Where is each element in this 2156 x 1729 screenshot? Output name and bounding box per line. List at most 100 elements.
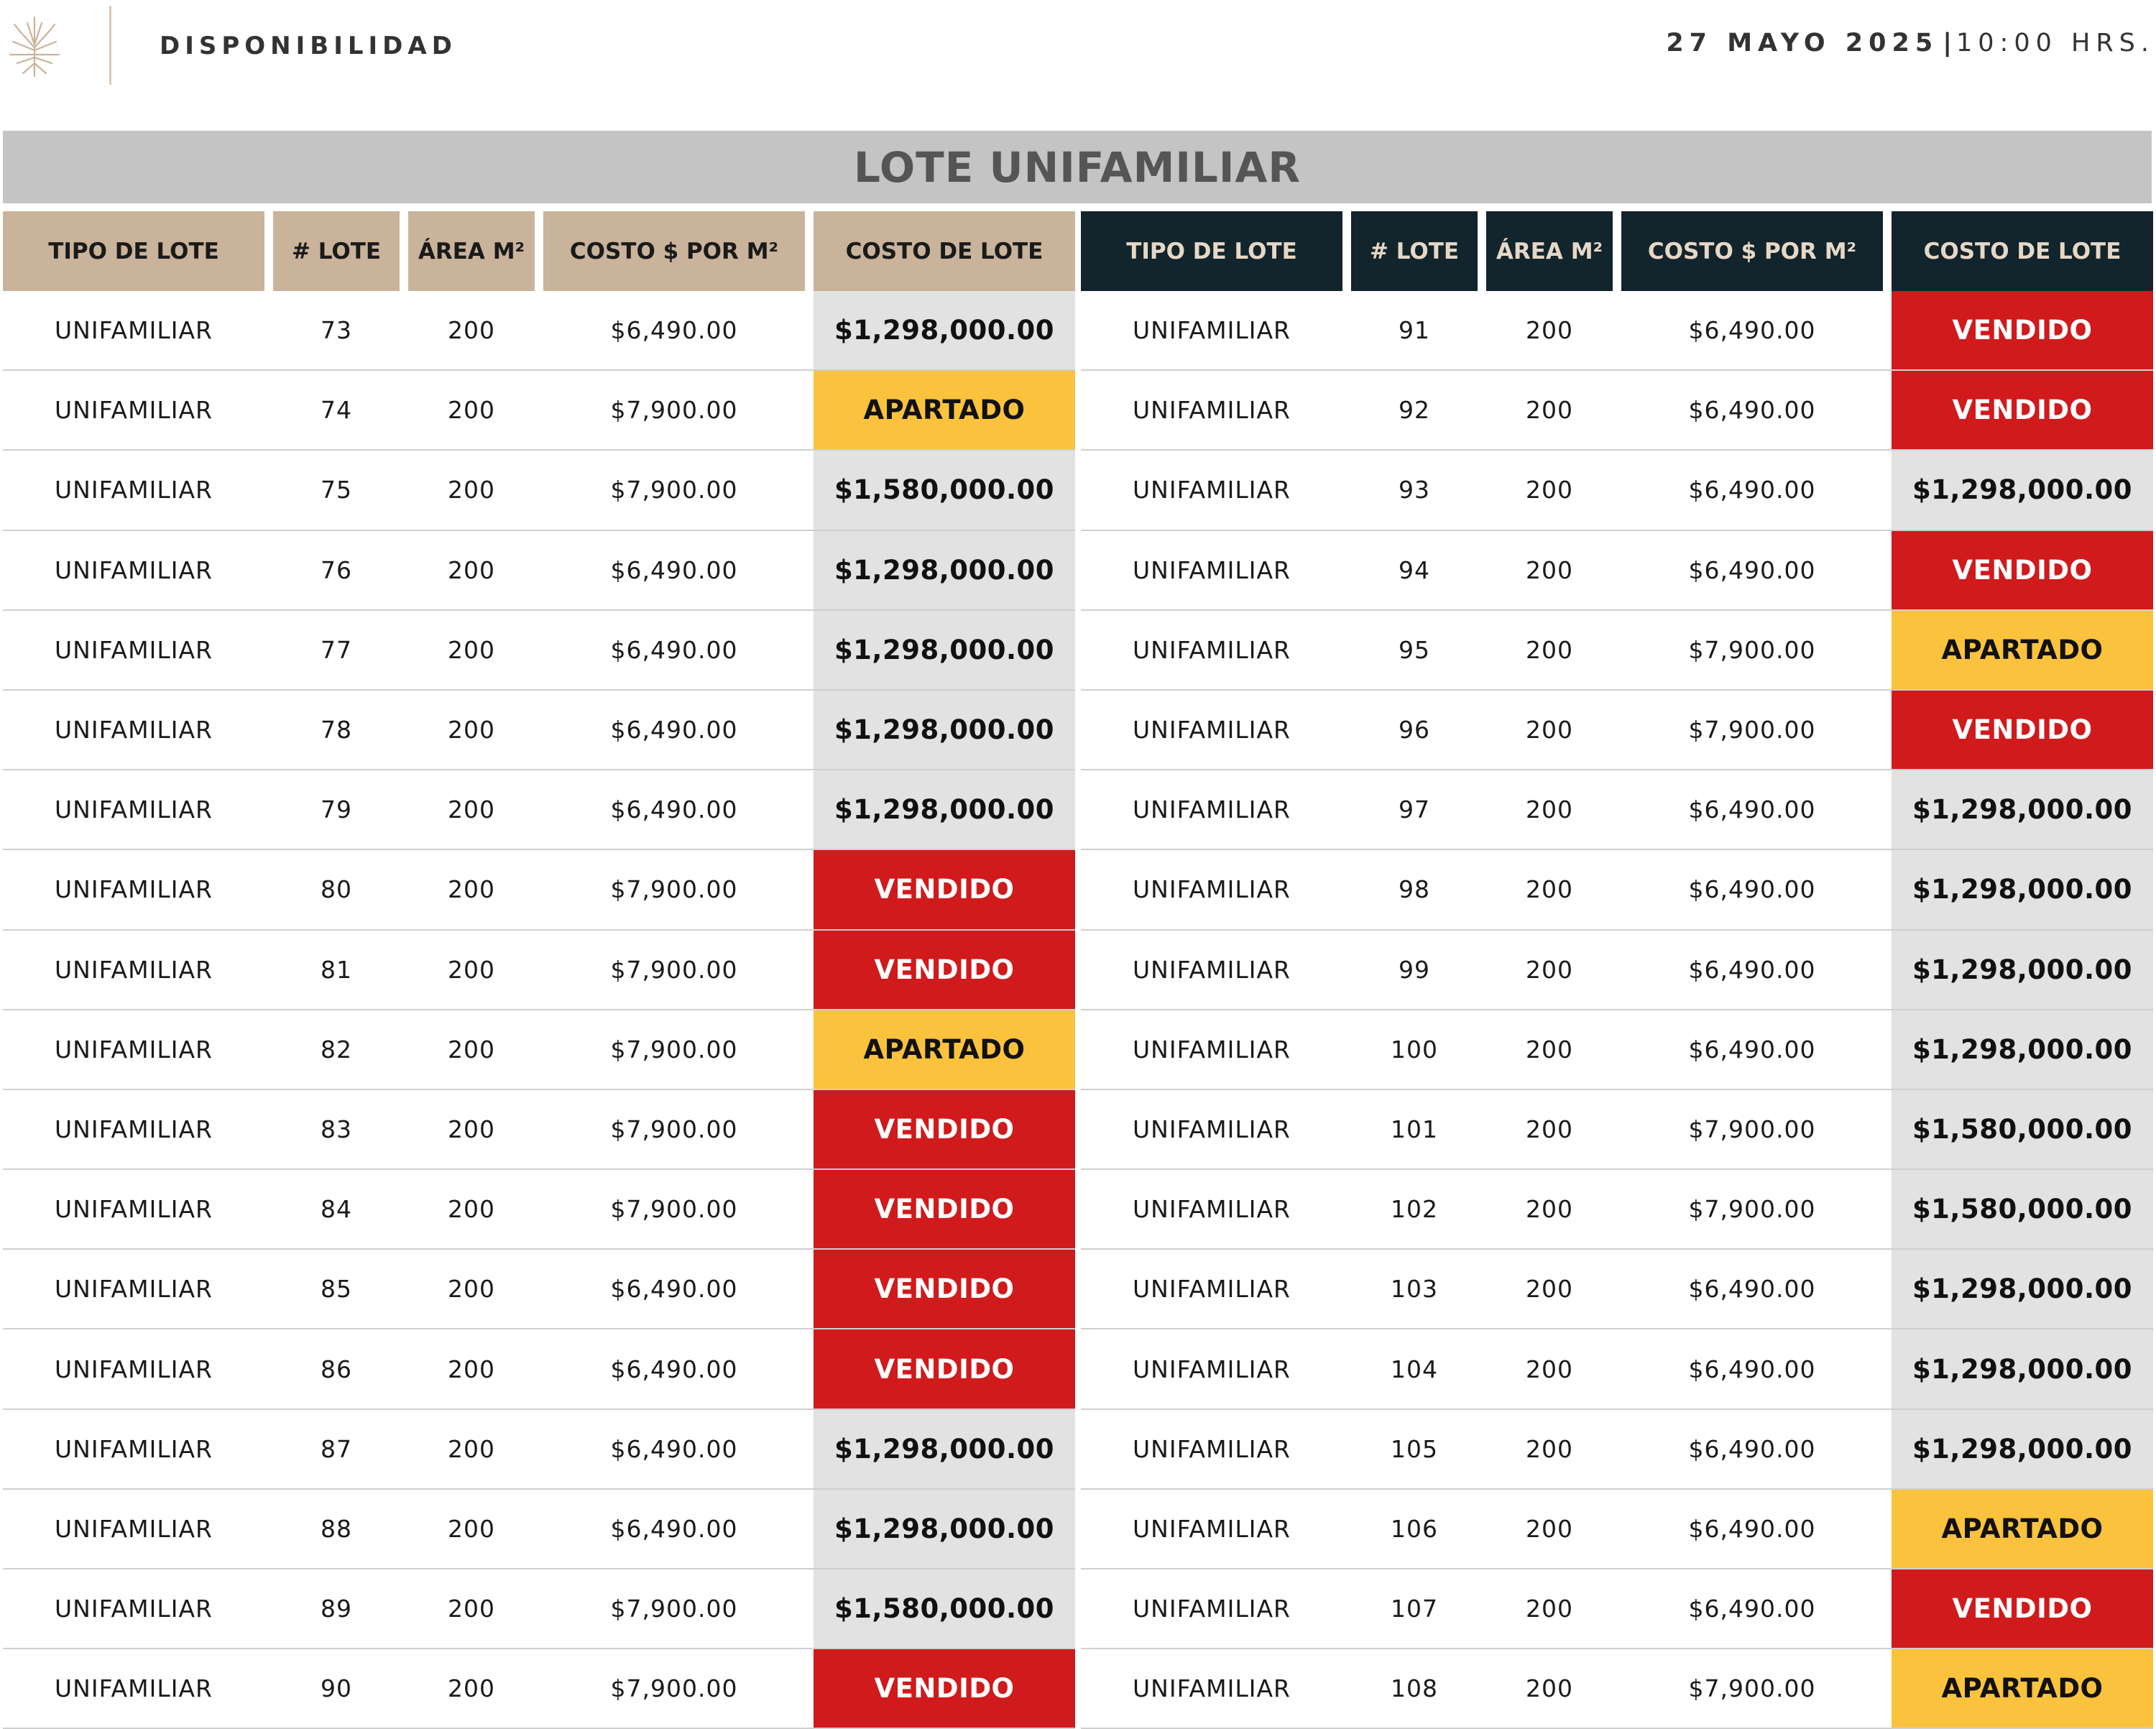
apartado-badge: APARTADO: [1892, 1489, 2153, 1568]
cell-area: 200: [1526, 955, 1573, 984]
cell-costo-m2: $6,490.00: [1688, 1275, 1816, 1304]
cell-lote: 100: [1391, 1035, 1438, 1064]
cell-lote: 102: [1391, 1195, 1438, 1224]
cell-costo-m2: $6,490.00: [610, 555, 738, 584]
cell-area: 200: [1526, 716, 1573, 744]
cell-tipo: UNIFAMILIAR: [1133, 316, 1291, 345]
cell-lote: 82: [321, 1035, 352, 1064]
table-row: UNIFAMILIAR 95 200 $7,900.00 APARTADO: [1081, 610, 2153, 691]
table-row: UNIFAMILIAR 78 200 $6,490.00 $1,298,000.00: [3, 690, 1075, 771]
price-cell: $1,298,000.00: [1892, 850, 2153, 929]
cell-tipo: UNIFAMILIAR: [1133, 1275, 1291, 1304]
vendido-badge: VENDIDO: [814, 1089, 1075, 1169]
vendido-badge: VENDIDO: [1892, 291, 2153, 370]
cell-tipo: UNIFAMILIAR: [1133, 1434, 1291, 1463]
cell-tipo: UNIFAMILIAR: [55, 396, 213, 425]
cell-tipo: UNIFAMILIAR: [1133, 1674, 1291, 1703]
cell-tipo: UNIFAMILIAR: [55, 316, 213, 345]
date-separator: |: [1943, 29, 1953, 57]
table-row: UNIFAMILIAR 85 200 $6,490.00 VENDIDO: [3, 1250, 1075, 1330]
col-header-lote: # LOTE: [273, 211, 400, 291]
col-header-tipo: TIPO DE LOTE: [3, 211, 264, 291]
cell-tipo: UNIFAMILIAR: [55, 955, 213, 984]
cell-area: 200: [1526, 635, 1573, 664]
cell-costo-m2: $7,900.00: [610, 476, 738, 504]
cell-area: 200: [1526, 1035, 1573, 1064]
cell-tipo: UNIFAMILIAR: [55, 1674, 213, 1703]
cell-costo-m2: $6,490.00: [1688, 1434, 1816, 1463]
cell-costo-m2: $7,900.00: [610, 1674, 738, 1703]
cell-lote: 86: [321, 1355, 352, 1383]
cell-lote: 83: [321, 1115, 352, 1143]
vendido-badge: VENDIDO: [814, 850, 1075, 929]
cell-costo-m2: $6,490.00: [1688, 1595, 1816, 1623]
cell-area: 200: [1526, 796, 1573, 824]
cell-area: 200: [1526, 1674, 1573, 1703]
cell-lote: 96: [1399, 716, 1430, 744]
cell-tipo: UNIFAMILIAR: [55, 1514, 213, 1543]
cell-lote: 79: [321, 796, 352, 824]
cell-area: 200: [448, 1674, 495, 1703]
vendido-badge: VENDIDO: [814, 930, 1075, 1009]
cell-area: 200: [1526, 1275, 1573, 1304]
cell-lote: 107: [1391, 1595, 1438, 1623]
date-time: 27 MAYO 2025 | 10:00 HRS.: [1666, 29, 2155, 57]
table-row: UNIFAMILIAR 84 200 $7,900.00 VENDIDO: [3, 1170, 1075, 1250]
table-row: UNIFAMILIAR 101 200 $7,900.00 $1,580,000.00: [1081, 1089, 2153, 1171]
price-cell: $1,298,000.00: [1892, 930, 2153, 1009]
cell-lote: 95: [1399, 635, 1430, 664]
cell-area: 200: [448, 635, 495, 664]
cell-costo-m2: $6,490.00: [1688, 476, 1816, 504]
table-row: UNIFAMILIAR 91 200 $6,490.00 VENDIDO: [1081, 291, 2153, 372]
cell-lote: 81: [321, 955, 352, 984]
cell-area: 200: [448, 716, 495, 744]
vendido-badge: VENDIDO: [1892, 690, 2153, 770]
cell-tipo: UNIFAMILIAR: [1133, 1514, 1291, 1543]
price-cell: $1,298,000.00: [814, 291, 1075, 370]
cell-tipo: UNIFAMILIAR: [55, 1275, 213, 1304]
table-row: UNIFAMILIAR 108 200 $7,900.00 APARTADO: [1081, 1649, 2153, 1729]
vendido-badge: VENDIDO: [1892, 530, 2153, 609]
cell-costo-m2: $6,490.00: [1688, 396, 1816, 425]
cell-lote: 73: [321, 316, 352, 345]
cell-tipo: UNIFAMILIAR: [55, 476, 213, 504]
cell-costo-m2: $6,490.00: [610, 716, 738, 744]
cell-costo-m2: $7,900.00: [610, 955, 738, 984]
cell-costo-m2: $6,490.00: [1688, 316, 1816, 345]
col-header-lote: # LOTE: [1351, 211, 1478, 291]
apartado-badge: APARTADO: [814, 1010, 1075, 1089]
table-row: UNIFAMILIAR 98 200 $6,490.00 $1,298,000.00: [1081, 850, 2153, 931]
cell-area: 200: [448, 1514, 495, 1543]
apartado-badge: APARTADO: [814, 371, 1075, 450]
vendido-badge: VENDIDO: [814, 1250, 1075, 1329]
table-row: UNIFAMILIAR 82 200 $7,900.00 APARTADO: [3, 1010, 1075, 1090]
cell-tipo: UNIFAMILIAR: [1133, 396, 1291, 425]
price-cell: $1,580,000.00: [1892, 1089, 2153, 1169]
price-cell: $1,298,000.00: [814, 690, 1075, 770]
cell-costo-m2: $7,900.00: [1688, 1115, 1816, 1143]
cell-area: 200: [448, 955, 495, 984]
apartado-badge: APARTADO: [1892, 1649, 2153, 1728]
cell-lote: 84: [321, 1195, 352, 1224]
cell-area: 200: [1526, 1355, 1573, 1383]
table-row: UNIFAMILIAR 92 200 $6,490.00 VENDIDO: [1081, 371, 2153, 451]
cell-lote: 106: [1391, 1514, 1438, 1543]
price-cell: $1,298,000.00: [1892, 451, 2153, 530]
cell-area: 200: [448, 1115, 495, 1143]
cell-lote: 105: [1391, 1434, 1438, 1463]
cell-costo-m2: $6,490.00: [1688, 1514, 1816, 1543]
table-row: UNIFAMILIAR 79 200 $6,490.00 $1,298,000.00: [3, 770, 1075, 851]
table-row: UNIFAMILIAR 88 200 $6,490.00 $1,298,000.00: [3, 1489, 1075, 1569]
cell-tipo: UNIFAMILIAR: [55, 796, 213, 824]
cell-area: 200: [1526, 875, 1573, 904]
table-row: UNIFAMILIAR 80 200 $7,900.00 VENDIDO: [3, 850, 1075, 931]
cell-costo-m2: $6,490.00: [610, 1514, 738, 1543]
cell-tipo: UNIFAMILIAR: [1133, 955, 1291, 984]
table-row: UNIFAMILIAR 96 200 $7,900.00 VENDIDO: [1081, 690, 2153, 771]
cell-lote: 93: [1399, 476, 1430, 504]
cell-area: 200: [1526, 476, 1573, 504]
cell-costo-m2: $7,900.00: [1688, 1674, 1816, 1703]
price-cell: $1,298,000.00: [814, 770, 1075, 849]
vendido-badge: VENDIDO: [1892, 371, 2153, 450]
table-row: UNIFAMILIAR 74 200 $7,900.00 APARTADO: [3, 371, 1075, 451]
